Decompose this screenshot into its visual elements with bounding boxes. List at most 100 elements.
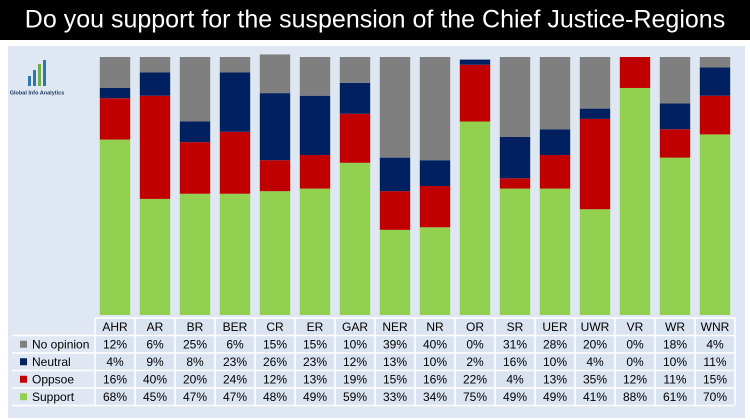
table-cell: 48%	[263, 390, 287, 404]
legend-label: Support	[32, 390, 75, 404]
bar-segment	[139, 57, 171, 73]
table-cell: 34%	[423, 390, 447, 404]
bar-segment	[219, 131, 251, 194]
bar-segment	[419, 227, 451, 315]
bar-segment	[179, 57, 211, 122]
bar-segment	[419, 160, 451, 186]
bar-segment	[699, 67, 731, 96]
table-cell: 20%	[183, 372, 207, 386]
table-cell: 18%	[663, 337, 687, 351]
table-cell: 23%	[303, 355, 327, 369]
table-cell: 15%	[383, 372, 407, 386]
table-cell: 23%	[223, 355, 247, 369]
title-banner	[0, 0, 750, 40]
bar-segment	[139, 198, 171, 315]
table-cell: 28%	[543, 337, 567, 351]
bar-segment	[99, 98, 131, 140]
bar-segment	[339, 162, 371, 315]
bar-segment	[99, 139, 131, 315]
bar-segment	[499, 178, 531, 189]
table-cell: 31%	[503, 337, 527, 351]
table-cell: 12%	[103, 337, 127, 351]
table-cell: 15%	[703, 372, 727, 386]
table-cell: 33%	[383, 390, 407, 404]
table-cell: 10%	[423, 355, 447, 369]
bar-segment	[659, 157, 691, 315]
table-cell: 2%	[466, 355, 484, 369]
table-cell: 4%	[706, 337, 724, 351]
table-cell: 40%	[423, 337, 447, 351]
bar-segment	[99, 57, 131, 88]
table-cell: 16%	[423, 372, 447, 386]
table-cell: 0%	[626, 355, 644, 369]
bar-segment	[259, 160, 291, 192]
bar-segment	[459, 121, 491, 315]
table-cell: 9%	[146, 355, 164, 369]
bar-segment	[259, 93, 291, 161]
x-tick-label: WR	[665, 320, 685, 334]
legend-label: Oppsoe	[32, 372, 74, 386]
legend-swatch	[20, 340, 27, 348]
x-tick-label: BR	[187, 320, 204, 334]
bar-segment	[219, 57, 251, 73]
bar-segment	[259, 191, 291, 315]
bar-segment	[379, 191, 411, 230]
bar-segment	[659, 103, 691, 130]
table-cell: 6%	[146, 337, 164, 351]
bar-segment	[179, 142, 211, 194]
bar-segment	[499, 136, 531, 179]
x-tick-label: AHR	[102, 320, 128, 334]
bar-segment	[459, 59, 491, 65]
table-cell: 25%	[183, 337, 207, 351]
table-cell: 12%	[623, 372, 647, 386]
x-tick-label: UER	[542, 320, 568, 334]
table-cell: 39%	[383, 337, 407, 351]
logo-text: Global Info Analytics	[10, 90, 65, 96]
bar-segment	[419, 186, 451, 228]
x-tick-label: NR	[426, 320, 444, 334]
table-cell: 47%	[183, 390, 207, 404]
table-cell: 8%	[186, 355, 204, 369]
x-tick-label: CR	[266, 320, 284, 334]
bar-segment	[579, 118, 611, 210]
table-cell: 10%	[543, 355, 567, 369]
table-cell: 0%	[626, 337, 644, 351]
table-cell: 70%	[703, 390, 727, 404]
x-tick-label: SR	[507, 320, 524, 334]
table-cell: 49%	[303, 390, 327, 404]
x-tick-label: UWR	[581, 320, 610, 334]
bar-segment	[299, 155, 331, 189]
bar-segment	[619, 57, 651, 88]
bar-segment	[179, 193, 211, 315]
bar-segment	[539, 155, 571, 189]
legend-swatch	[20, 375, 27, 383]
bar-segment	[219, 193, 251, 315]
table-cell: 49%	[543, 390, 567, 404]
legend-swatch	[20, 358, 27, 366]
table-cell: 40%	[143, 372, 167, 386]
bar-segment	[459, 64, 491, 122]
bar-segment	[499, 57, 531, 137]
table-cell: 24%	[223, 372, 247, 386]
legend-swatch	[20, 393, 27, 401]
bar-segment	[659, 129, 691, 158]
table-cell: 10%	[663, 355, 687, 369]
bar-segment	[539, 188, 571, 315]
table-cell: 12%	[343, 355, 367, 369]
bar-segment	[339, 82, 371, 114]
x-tick-label: BER	[223, 320, 248, 334]
bar-segment	[259, 54, 291, 94]
table-cell: 22%	[463, 372, 487, 386]
bar-segment	[139, 95, 171, 199]
bar-segment	[499, 188, 531, 315]
table-cell: 19%	[343, 372, 367, 386]
table-cell: 20%	[583, 337, 607, 351]
table-cell: 47%	[223, 390, 247, 404]
bar-segment	[379, 157, 411, 192]
table-cell: 15%	[303, 337, 327, 351]
table-cell: 88%	[623, 390, 647, 404]
bar-segment	[299, 188, 331, 315]
x-tick-label: ER	[307, 320, 324, 334]
logo-icon	[28, 60, 46, 86]
bar-segment	[379, 229, 411, 315]
